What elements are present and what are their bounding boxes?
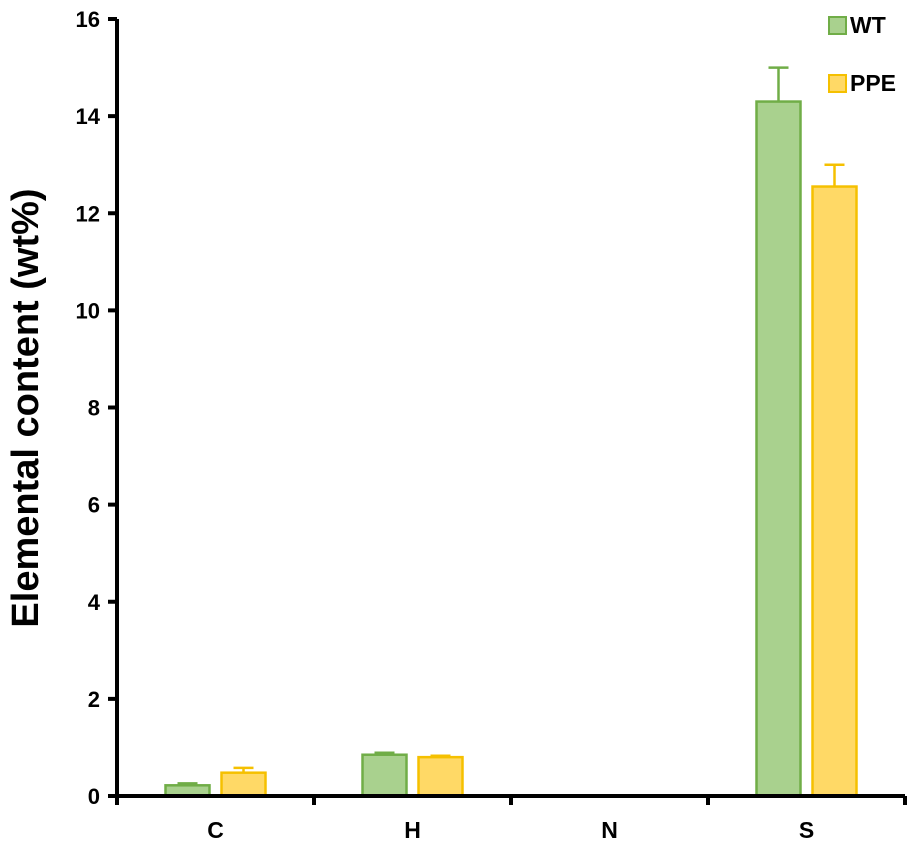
error-bar-wt-c bbox=[177, 782, 198, 786]
x-tick-label: S bbox=[799, 817, 814, 843]
error-bar-wt-s bbox=[768, 66, 789, 102]
y-axis-title: Elemental content (wt%) bbox=[5, 188, 47, 627]
y-tick-label: 4 bbox=[88, 590, 101, 615]
legend: WT PPE bbox=[828, 12, 896, 96]
error-bar-wt-h bbox=[374, 751, 395, 755]
bar-wt-h bbox=[361, 753, 408, 798]
y-tick-label: 8 bbox=[88, 396, 100, 421]
y-tick-label: 6 bbox=[88, 493, 100, 518]
bar-ppe-c bbox=[220, 771, 267, 798]
legend-swatch-wt bbox=[828, 16, 847, 35]
y-tick-label: 14 bbox=[76, 104, 101, 129]
y-tick-label: 0 bbox=[88, 784, 100, 809]
bar-ppe-s bbox=[811, 185, 858, 798]
y-tick-label: 10 bbox=[76, 298, 100, 323]
legend-label-wt: WT bbox=[850, 12, 886, 38]
error-bar-ppe-s bbox=[824, 163, 845, 187]
legend-swatch-ppe bbox=[828, 74, 847, 93]
bar-wt-s bbox=[755, 100, 802, 798]
y-tick-label: 12 bbox=[76, 201, 100, 226]
x-tick-label: H bbox=[404, 817, 421, 843]
x-tick-label: C bbox=[207, 817, 224, 843]
legend-label-ppe: PPE bbox=[850, 70, 896, 96]
y-tick-label: 2 bbox=[88, 687, 100, 712]
bar-ppe-h bbox=[417, 755, 464, 798]
x-tick-label: N bbox=[601, 817, 618, 843]
y-tick-label: 16 bbox=[76, 7, 100, 32]
plot-area: 0 2 4 6 8 10 12 14 16 C H N S bbox=[76, 7, 907, 843]
error-bar-ppe-h bbox=[430, 754, 451, 758]
error-bar-ppe-c bbox=[233, 766, 254, 773]
